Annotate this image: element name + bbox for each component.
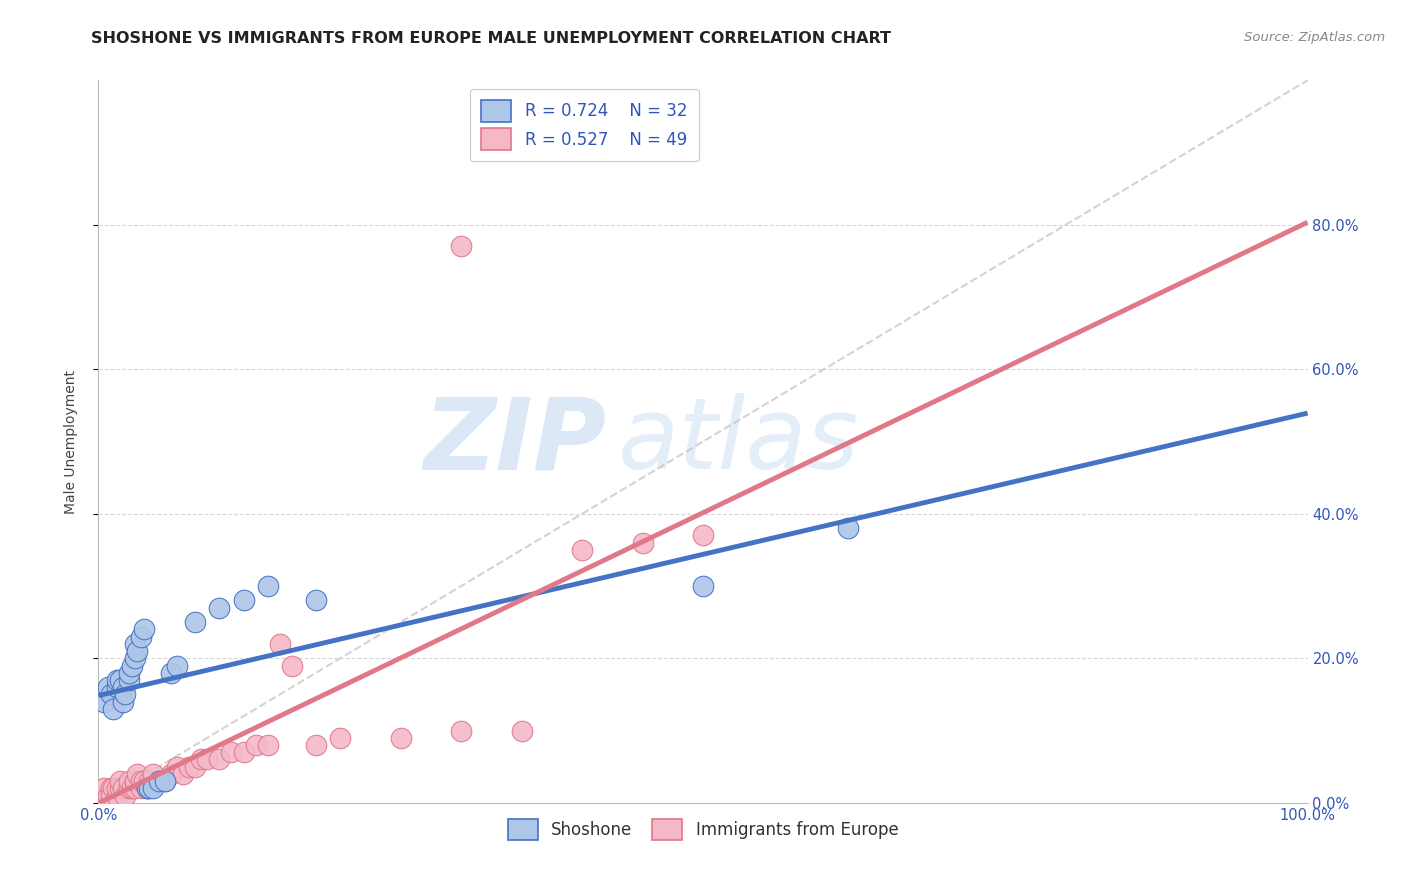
Point — [105, 680, 128, 694]
Point — [108, 673, 131, 687]
Point — [101, 781, 124, 796]
Point — [105, 781, 128, 796]
Point — [105, 789, 128, 803]
Text: Source: ZipAtlas.com: Source: ZipAtlas.com — [1244, 31, 1385, 45]
Point — [114, 789, 136, 803]
Point — [148, 774, 170, 789]
Point — [129, 630, 152, 644]
Point — [118, 781, 141, 796]
Point — [91, 789, 114, 803]
Point — [184, 760, 207, 774]
Point — [190, 752, 212, 766]
Point — [138, 781, 160, 796]
Point — [118, 774, 141, 789]
Point — [101, 702, 124, 716]
Point — [184, 615, 207, 630]
Point — [124, 637, 146, 651]
Point — [111, 695, 134, 709]
Point — [118, 673, 141, 687]
Point — [208, 600, 231, 615]
Point — [124, 781, 146, 796]
Point — [153, 774, 176, 789]
Point — [108, 774, 131, 789]
Point — [837, 521, 859, 535]
Point — [160, 665, 183, 680]
Point — [121, 658, 143, 673]
Point — [305, 738, 328, 752]
Point — [135, 781, 157, 796]
Point — [389, 731, 412, 745]
Point — [127, 767, 149, 781]
Point — [148, 774, 170, 789]
Legend: Shoshone, Immigrants from Europe: Shoshone, Immigrants from Europe — [499, 811, 907, 848]
Point — [329, 731, 352, 745]
Point — [305, 593, 328, 607]
Point — [166, 760, 188, 774]
Point — [111, 680, 134, 694]
Point — [631, 535, 654, 549]
Point — [166, 658, 188, 673]
Point — [232, 745, 254, 759]
Point — [692, 579, 714, 593]
Point — [121, 781, 143, 796]
Point — [127, 644, 149, 658]
Point — [124, 651, 146, 665]
Point — [450, 239, 472, 253]
Y-axis label: Male Unemployment: Male Unemployment — [63, 369, 77, 514]
Point — [129, 781, 152, 796]
Point — [221, 745, 243, 759]
Point — [100, 789, 122, 803]
Point — [269, 637, 291, 651]
Point — [450, 723, 472, 738]
Point — [93, 781, 115, 796]
Point — [172, 767, 194, 781]
Point — [134, 623, 156, 637]
Point — [510, 723, 533, 738]
Point — [135, 781, 157, 796]
Point — [256, 579, 278, 593]
Point — [124, 774, 146, 789]
Point — [160, 767, 183, 781]
Point — [245, 738, 267, 752]
Point — [256, 738, 278, 752]
Point — [100, 687, 122, 701]
Point — [153, 774, 176, 789]
Point — [142, 767, 165, 781]
Point — [571, 542, 593, 557]
Point — [179, 760, 201, 774]
Point — [692, 528, 714, 542]
Point — [97, 789, 120, 803]
Point — [93, 695, 115, 709]
Point — [108, 781, 131, 796]
Point — [208, 752, 231, 766]
Point — [281, 658, 304, 673]
Point — [134, 774, 156, 789]
Point — [114, 687, 136, 701]
Point — [105, 673, 128, 687]
Point — [100, 781, 122, 796]
Point — [111, 781, 134, 796]
Text: ZIP: ZIP — [423, 393, 606, 490]
Text: atlas: atlas — [619, 393, 860, 490]
Point — [129, 774, 152, 789]
Point — [142, 781, 165, 796]
Point — [138, 774, 160, 789]
Point — [118, 665, 141, 680]
Text: SHOSHONE VS IMMIGRANTS FROM EUROPE MALE UNEMPLOYMENT CORRELATION CHART: SHOSHONE VS IMMIGRANTS FROM EUROPE MALE … — [91, 31, 891, 46]
Point — [97, 680, 120, 694]
Point — [232, 593, 254, 607]
Point — [195, 752, 218, 766]
